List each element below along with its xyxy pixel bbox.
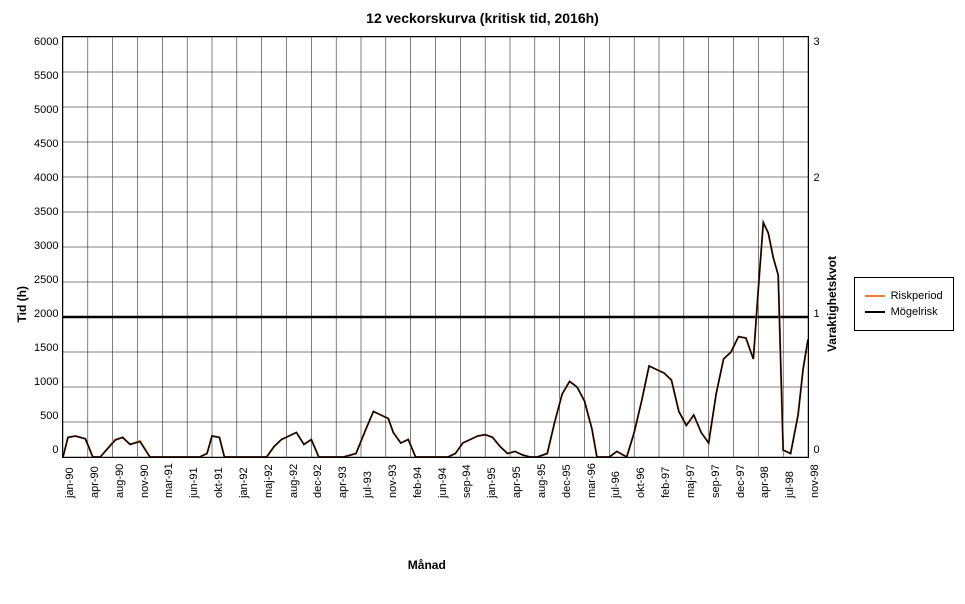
x-tick: feb-94 xyxy=(412,467,424,498)
x-tick: aug-95 xyxy=(536,464,548,498)
y-tick: 1500 xyxy=(34,342,58,354)
y2-axis-label: Varaktighetskvot xyxy=(820,256,844,352)
legend-item: Riskperiod xyxy=(865,290,943,302)
x-tick: jul-98 xyxy=(784,471,796,498)
x-tick: dec-92 xyxy=(312,464,324,498)
legend-swatch xyxy=(865,311,885,313)
x-tick: nov-98 xyxy=(809,464,821,498)
x-tick: jul-93 xyxy=(362,471,374,498)
y-tick: 4000 xyxy=(34,172,58,184)
y-tick: 3500 xyxy=(34,206,58,218)
plot-area xyxy=(62,36,809,458)
y-tick: 2500 xyxy=(34,274,58,286)
x-tick: jun-91 xyxy=(188,467,200,498)
x-tick: nov-90 xyxy=(139,464,151,498)
x-tick: sep-94 xyxy=(461,464,473,498)
x-tick: mar-91 xyxy=(163,463,175,498)
x-tick: maj-92 xyxy=(263,464,275,498)
x-tick: dec-97 xyxy=(735,464,747,498)
x-tick: apr-93 xyxy=(337,466,349,498)
x-tick: maj-97 xyxy=(685,464,697,498)
y-axis-label: Tid (h) xyxy=(10,286,34,322)
y-tick: 4500 xyxy=(34,138,58,150)
x-tick: jan-92 xyxy=(238,467,250,498)
x-tick: nov-93 xyxy=(387,464,399,498)
x-tick: jan-90 xyxy=(64,467,76,498)
y2-tick: 0 xyxy=(813,444,819,456)
x-tick: jun-94 xyxy=(437,467,449,498)
y-tick: 500 xyxy=(34,410,58,422)
y-tick: 0 xyxy=(34,444,58,456)
plot-wrapper: Tid (h) 0 500 1000 1500 2000 2500 3000 3500 4000… xyxy=(10,36,955,572)
x-axis-label: Månad xyxy=(34,558,820,572)
x-tick: apr-90 xyxy=(89,466,101,498)
legend-label: Riskperiod xyxy=(891,290,943,302)
y2-tick: 2 xyxy=(813,172,819,184)
y2-tick: 1 xyxy=(813,308,819,320)
x-tick: apr-95 xyxy=(511,466,523,498)
legend-swatch xyxy=(865,295,885,297)
x-tick: jul-96 xyxy=(610,471,622,498)
y2-axis-ticks: 0 1 2 3 xyxy=(809,36,819,456)
x-tick: aug-90 xyxy=(114,464,126,498)
x-tick: apr-98 xyxy=(759,466,771,498)
x-tick: jan-95 xyxy=(486,467,498,498)
x-tick: mar-96 xyxy=(586,463,598,498)
x-tick: dec-95 xyxy=(561,464,573,498)
legend-item: Mögelrisk xyxy=(865,306,943,318)
x-tick: feb-97 xyxy=(660,467,672,498)
plot-and-xaxis: 0 500 1000 1500 2000 2500 3000 3500 4000 4500 5000… xyxy=(34,36,820,572)
chart-title: 12 veckorskurva (kritisk tid, 2016h) xyxy=(10,10,955,26)
y2-tick: 3 xyxy=(813,36,819,48)
y-tick: 2000 xyxy=(34,308,58,320)
x-tick: sep-97 xyxy=(710,464,722,498)
legend-label: Mögelrisk xyxy=(891,306,938,318)
y-tick: 5500 xyxy=(34,70,58,82)
y-tick: 6000 xyxy=(34,36,58,48)
plot-svg xyxy=(63,37,808,457)
x-tick: aug-92 xyxy=(288,464,300,498)
x-tick: okt-96 xyxy=(635,467,647,498)
chart-container: 12 veckorskurva (kritisk tid, 2016h) Tid… xyxy=(10,10,955,594)
y-tick: 3000 xyxy=(34,240,58,252)
y-tick: 1000 xyxy=(34,376,58,388)
x-axis-ticks: jan-90 apr-90 aug-90 nov-90 mar-91 jun-91 okt-… xyxy=(64,458,809,508)
plot-row: 0 500 1000 1500 2000 2500 3000 3500 4000 4500 5000… xyxy=(34,36,820,458)
y-axis-ticks: 0 500 1000 1500 2000 2500 3000 3500 4000 4500 5000… xyxy=(34,36,62,456)
legend: Riskperiod Mögelrisk xyxy=(854,277,954,331)
y-tick: 5000 xyxy=(34,104,58,116)
x-tick: okt-91 xyxy=(213,467,225,498)
